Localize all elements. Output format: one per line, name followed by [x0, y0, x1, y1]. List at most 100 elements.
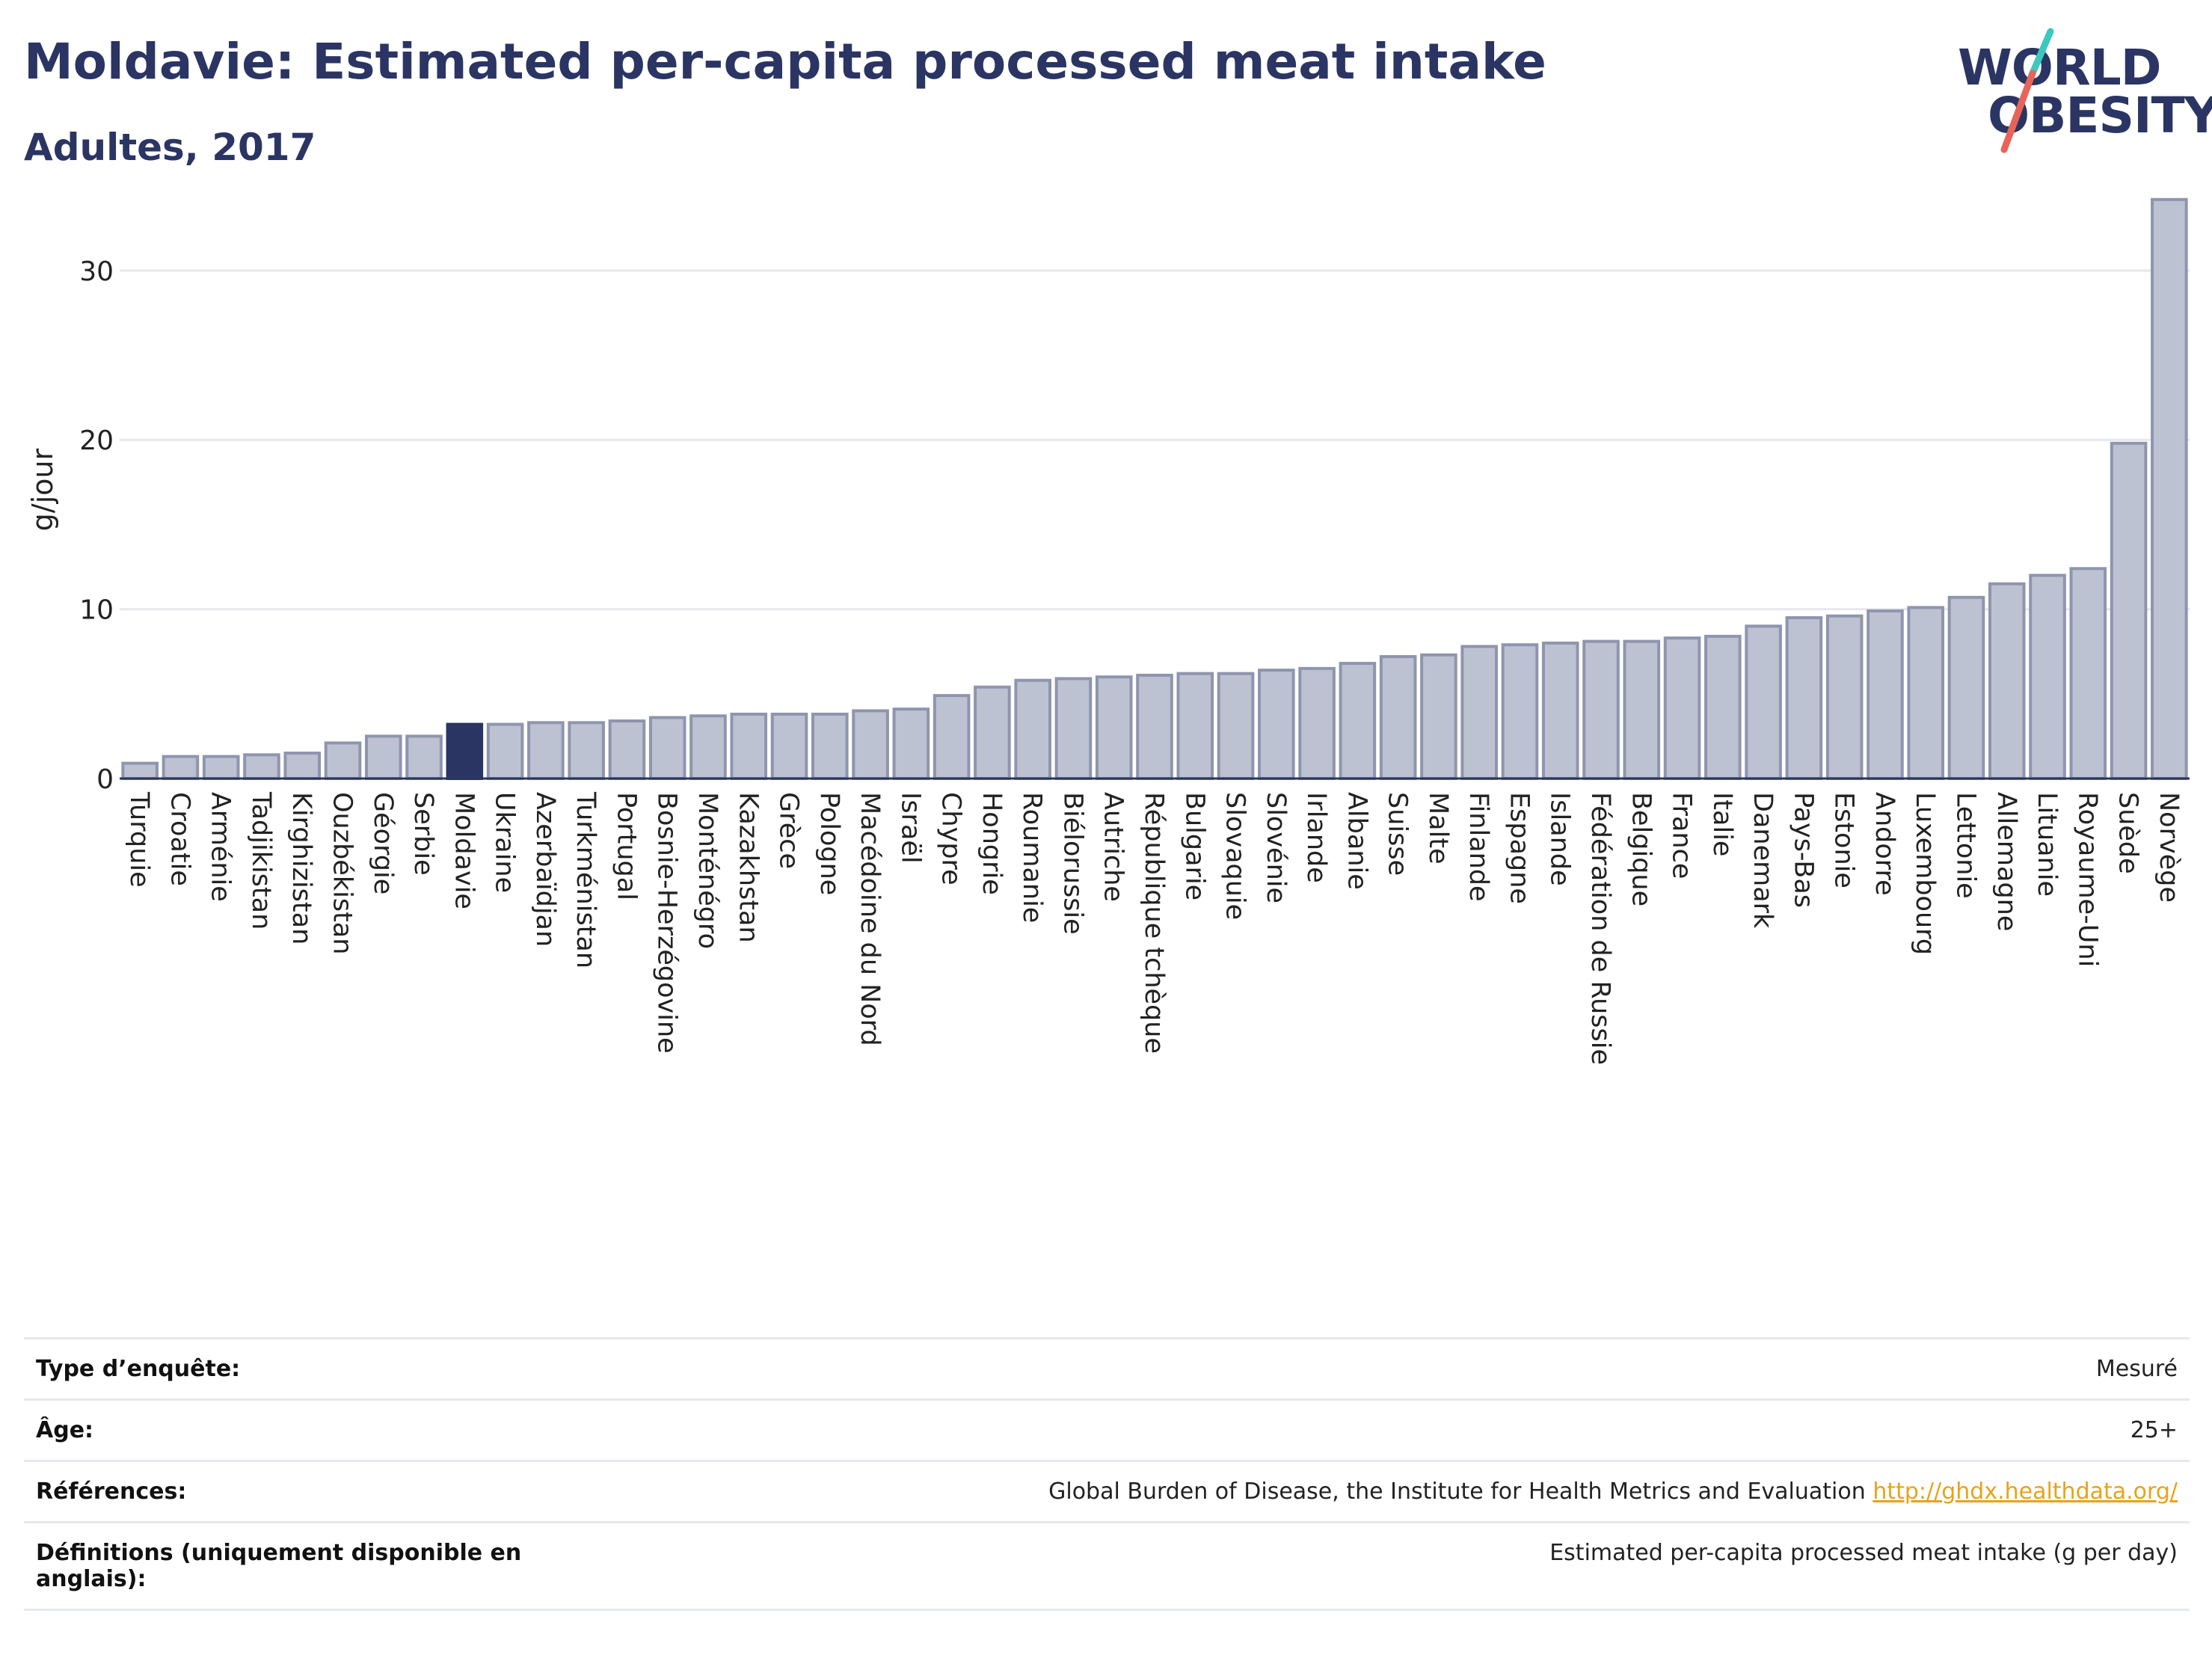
x-tick-label: Chypre: [936, 792, 966, 885]
x-tick-label: Albanie: [1342, 792, 1371, 890]
meta-row-definitions: Définitions (uniquement disponible en an…: [24, 1521, 2190, 1611]
bar: [730, 712, 768, 780]
bar: [162, 755, 200, 780]
x-tick-label: Bosnie-Herzégovine: [652, 792, 682, 1054]
bar: [852, 709, 889, 781]
bar: [283, 752, 322, 780]
bar: [1825, 614, 1864, 781]
bar: [1867, 609, 1904, 780]
meta-row-references: Références: Global Burden of Disease, th…: [24, 1460, 2190, 1523]
x-tick-label: Espagne: [1504, 792, 1534, 904]
logo-line-1: WORLD: [1958, 39, 2162, 96]
bar: [933, 694, 971, 781]
x-tick-label: Grèce: [774, 792, 804, 869]
meta-label: Références:: [24, 1460, 534, 1523]
y-tick-label: 10: [79, 595, 114, 626]
x-tick-label: Norvège: [2154, 792, 2184, 903]
bar: [1420, 653, 1457, 780]
bar: [1704, 634, 1742, 781]
bar: [648, 716, 686, 780]
bar: [811, 712, 849, 780]
bar: [2029, 574, 2066, 780]
x-tick-label: Andorre: [1870, 792, 1899, 896]
x-tick-label: Kirghizistan: [286, 792, 316, 945]
bar: [527, 721, 565, 780]
bar: [1501, 643, 1539, 780]
bar: [1095, 675, 1133, 780]
bar: [1785, 615, 1823, 780]
x-tick-label: Bulgarie: [1179, 792, 1209, 900]
y-tick-label: 0: [96, 764, 114, 795]
x-tick-label: Royaume-Uni: [2072, 792, 2102, 967]
y-tick-label: 30: [79, 257, 114, 287]
bar-chart: 0 10 20 30 Turquie Croatie Arménie Tadjikistan…: [26, 197, 2190, 1065]
bar: [364, 734, 402, 781]
x-tick-label: Slovénie: [1261, 792, 1291, 903]
bar: [1379, 655, 1417, 780]
x-tick-label: Suède: [2113, 792, 2143, 874]
reference-link[interactable]: http://ghdx.healthdata.org/: [1872, 1479, 2178, 1505]
bar: [689, 714, 727, 781]
y-tick-label: 20: [79, 426, 114, 456]
bar: [324, 741, 362, 781]
x-tick-label: Estonie: [1829, 792, 1859, 888]
x-tick-label: Allemagne: [1991, 792, 2021, 931]
gridlines: [120, 269, 2190, 611]
bar: [2110, 441, 2148, 780]
bar: [405, 734, 443, 781]
x-tick-label: Macédoine du Nord: [855, 792, 885, 1046]
x-tick-label: Tadjikistan: [246, 791, 276, 930]
meta-label: Définitions (uniquement disponible en an…: [24, 1521, 534, 1611]
bar: [2151, 197, 2188, 780]
x-tick-label: Danemark: [1748, 792, 1778, 929]
bar: [1339, 662, 1377, 781]
x-tick-label: République tchèque: [1139, 792, 1169, 1054]
bar: [1258, 669, 1295, 780]
meta-value: 25+: [534, 1398, 2190, 1461]
bar: [1176, 672, 1214, 780]
x-tick-label: Ukraine: [490, 792, 520, 893]
meta-value: Mesuré: [534, 1337, 2190, 1400]
x-tick-label: Irlande: [1301, 792, 1331, 883]
x-tick-label: Serbie: [408, 792, 438, 876]
bar: [1907, 606, 1945, 781]
x-tick-label: Turquie: [124, 791, 154, 888]
x-tick-label: Italie: [1707, 792, 1737, 856]
meta-row-survey-type: Type d’enquête: Mesuré: [24, 1337, 2190, 1400]
x-tick-label: France: [1667, 792, 1697, 879]
bar: [770, 712, 808, 780]
y-tick-labels: 0 10 20 30: [79, 257, 114, 795]
bar: [568, 721, 605, 780]
x-tick-label: Pays-Bas: [1788, 792, 1818, 908]
x-tick-label: Lettonie: [1950, 792, 1980, 899]
x-tick-label: Kazakhstan: [733, 792, 763, 943]
meta-value: Estimated per-capita processed meat inta…: [534, 1521, 2190, 1611]
meta-label: Âge:: [24, 1398, 534, 1461]
x-tick-label: Hongrie: [977, 792, 1007, 895]
x-tick-label: Israël: [895, 792, 925, 864]
bar: [974, 685, 1011, 781]
bar: [1460, 645, 1498, 780]
chart-subtitle: Adultes, 2017: [24, 126, 316, 169]
x-tick-label: Islande: [1545, 792, 1575, 886]
x-tick-label: Biélorussie: [1057, 792, 1087, 935]
bar: [1014, 678, 1051, 781]
x-tick-label: Ouzbékistan: [328, 792, 357, 954]
x-tick-label: Fédération de Russie: [1585, 792, 1615, 1065]
x-tick-label: Géorgie: [368, 792, 398, 894]
bar: [243, 753, 280, 781]
x-tick-label: Croatie: [165, 792, 194, 886]
bar: [1663, 636, 1701, 780]
bar: [1136, 673, 1173, 781]
x-tick-label: Moldavie: [449, 792, 479, 909]
metadata-table: Type d’enquête: Mesuré Âge: 25+ Référenc…: [24, 1337, 2190, 1611]
meta-value: Global Burden of Disease, the Institute …: [534, 1460, 2190, 1523]
x-tick-label: Suisse: [1383, 792, 1413, 876]
x-tick-label: Pologne: [814, 792, 844, 895]
bar: [1988, 582, 2026, 781]
bar: [892, 707, 930, 780]
x-tick-label: Lituanie: [2032, 792, 2062, 897]
bar: [1582, 639, 1620, 780]
x-tick-label: Belgique: [1626, 792, 1656, 906]
bar: [121, 761, 159, 781]
